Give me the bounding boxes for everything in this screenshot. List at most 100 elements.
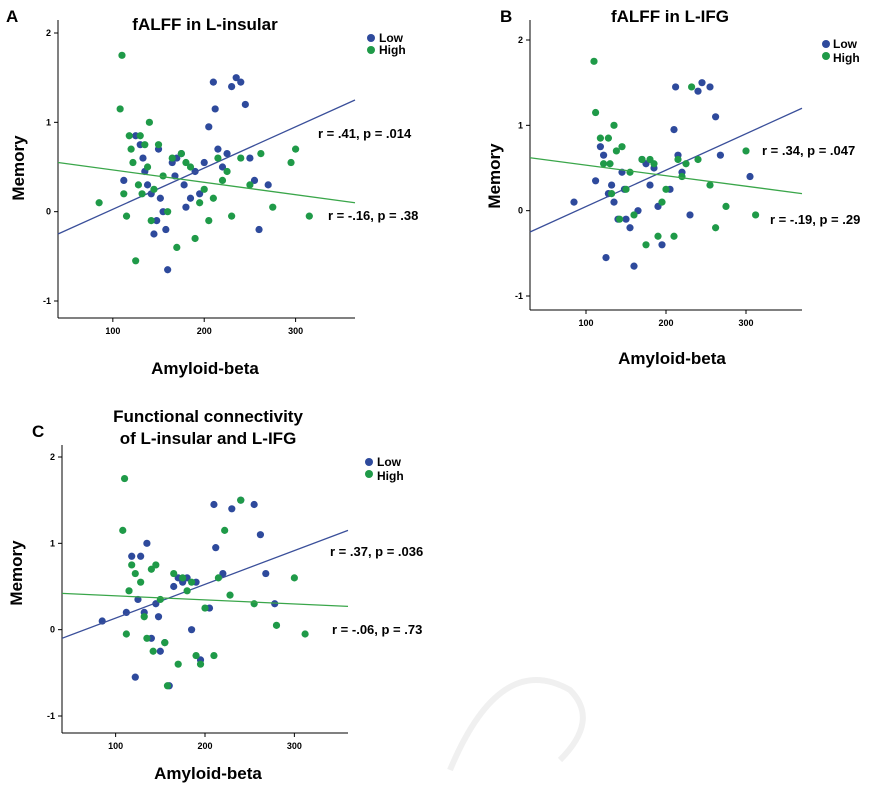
panel-a-y-tick-label: 1 bbox=[46, 117, 51, 127]
panel-b-high-point bbox=[638, 155, 646, 164]
panel-c-y-tick-label: 2 bbox=[50, 452, 55, 462]
panel-b-high-point bbox=[590, 57, 598, 65]
panel-b-low-point bbox=[698, 79, 706, 87]
watermark bbox=[447, 677, 586, 772]
panel-c-low-point bbox=[170, 582, 178, 591]
panel-a-low-point bbox=[186, 194, 195, 202]
panel-c-low-point bbox=[154, 613, 163, 621]
panel-a-low-point bbox=[139, 154, 147, 162]
panel-b-high-point bbox=[658, 198, 666, 206]
panel-b-high-point bbox=[712, 224, 720, 232]
panel-b-high-point bbox=[600, 160, 608, 168]
panel-b-low-point bbox=[600, 151, 608, 159]
panel-a-high-point bbox=[143, 163, 152, 171]
panel-b-high-point bbox=[688, 83, 696, 91]
panel-a-low-point bbox=[205, 123, 213, 131]
panel-c: C Functional connectivity of L-insular a… bbox=[7, 407, 423, 783]
panel-c-legend-low: Low bbox=[377, 455, 402, 469]
panel-c-y-tick-label: 0 bbox=[50, 625, 55, 635]
panel-c-high-point bbox=[179, 574, 187, 582]
panel-b-y-tick-label: 1 bbox=[518, 120, 523, 130]
panel-a-high-point bbox=[246, 181, 254, 189]
panel-b-high-point bbox=[612, 147, 621, 155]
panel-c-high-point bbox=[131, 569, 139, 578]
panel-c-title-line-2: of L-insular and L-IFG bbox=[120, 429, 297, 448]
panel-a-low-point bbox=[211, 105, 219, 113]
panel-b-low-annotation: r = .34, p = .047 bbox=[762, 143, 855, 158]
panel-a-high-point bbox=[186, 163, 195, 171]
panel-a-low-point bbox=[182, 203, 190, 211]
panel-a-low-point bbox=[255, 225, 263, 234]
panel-b-title: fALFF in L-IFG bbox=[611, 7, 729, 26]
panel-c-low-point bbox=[156, 647, 164, 655]
panel-c-legend-high: High bbox=[377, 469, 404, 483]
panel-a-low-point bbox=[232, 74, 240, 82]
panel-a-legend: Low High bbox=[367, 31, 406, 57]
panel-b-legend-low-marker bbox=[822, 40, 830, 48]
panel-b-high-point bbox=[606, 160, 614, 168]
panel-a-low-point bbox=[228, 83, 236, 91]
panel-b-high-point bbox=[654, 232, 662, 240]
panel-c-low-point bbox=[131, 673, 139, 681]
panel-a-x-tick-label: 200 bbox=[197, 326, 212, 336]
panel-b-high-point bbox=[604, 134, 613, 142]
panel-b-x-label: Amyloid-beta bbox=[618, 349, 726, 368]
panel-b-low-point bbox=[716, 151, 725, 159]
panel-b-high-point bbox=[616, 215, 624, 223]
panel-c-high-point bbox=[128, 561, 136, 569]
panel-a-high-point bbox=[150, 185, 158, 193]
panel-b-low-point bbox=[602, 254, 610, 262]
panel-a-high-annotation: r = -.16, p = .38 bbox=[328, 208, 418, 223]
panel-b-high-point bbox=[694, 155, 702, 164]
panel-a-high-point bbox=[191, 234, 199, 243]
panel-c-letter: C bbox=[32, 422, 44, 441]
panel-b-low-point bbox=[706, 83, 714, 91]
panel-b-low-point bbox=[608, 181, 616, 189]
panel-a-low-point bbox=[143, 181, 152, 189]
panel-c-high-point bbox=[174, 660, 182, 668]
panel-a-high-point bbox=[292, 145, 300, 153]
panel-c-high-point bbox=[192, 651, 200, 660]
panel-b-high-point bbox=[592, 108, 600, 117]
panel-a-y-label: Memory bbox=[9, 135, 28, 201]
panel-b: B fALFF in L-IFG Amyloid-beta Memory Low… bbox=[485, 7, 860, 368]
panel-a-high-point bbox=[125, 132, 133, 140]
panel-a-y-tick-label: 0 bbox=[46, 207, 51, 217]
panel-a-low-point bbox=[153, 217, 161, 225]
panel-a-low-point bbox=[246, 154, 254, 162]
panel-b-high-point bbox=[630, 211, 638, 219]
panel-a-low-point bbox=[250, 176, 259, 184]
panel-a-y-tick-label: 2 bbox=[46, 28, 51, 38]
panel-b-high-point bbox=[650, 160, 658, 168]
panel-c-low-point bbox=[262, 569, 270, 578]
panel-c-legend: Low High bbox=[365, 455, 404, 483]
panel-a-low-point bbox=[214, 145, 222, 153]
panel-c-low-point bbox=[143, 539, 151, 547]
panel-b-letter: B bbox=[500, 7, 512, 26]
panel-c-legend-high-marker bbox=[365, 470, 373, 478]
panel-a-y-tick-label: -1 bbox=[43, 296, 51, 306]
panel-b-low-trend-line bbox=[529, 107, 803, 233]
panel-a-high-point bbox=[134, 181, 143, 189]
panel-b-y-tick-label: 2 bbox=[518, 35, 523, 45]
panel-a-high-point bbox=[200, 185, 208, 193]
panel-b-x-tick-label: 100 bbox=[578, 318, 593, 328]
panel-a-low-point bbox=[196, 190, 204, 198]
panel-c-high-annotation: r = -.06, p = .73 bbox=[332, 622, 422, 637]
panel-c-low-point bbox=[250, 500, 258, 509]
panel-b-legend-low: Low bbox=[833, 37, 858, 51]
panel-c-x-label: Amyloid-beta bbox=[154, 764, 262, 783]
panel-a-high-point bbox=[132, 257, 140, 265]
panel-b-low-point bbox=[670, 126, 678, 134]
panel-c-title-line-1: Functional connectivity bbox=[113, 407, 303, 426]
panel-a-low-annotation: r = .41, p = .014 bbox=[318, 126, 412, 141]
panel-c-high-point bbox=[221, 526, 229, 534]
panel-a-high-point bbox=[164, 208, 172, 216]
panel-a-high-point bbox=[237, 154, 245, 162]
panel-a-low-point bbox=[164, 266, 172, 274]
panel-b-high-point bbox=[706, 181, 714, 189]
panel-c-high-point bbox=[156, 595, 164, 604]
panel-c-high-point bbox=[290, 574, 298, 582]
panel-b-y-tick-label: 0 bbox=[518, 206, 523, 216]
